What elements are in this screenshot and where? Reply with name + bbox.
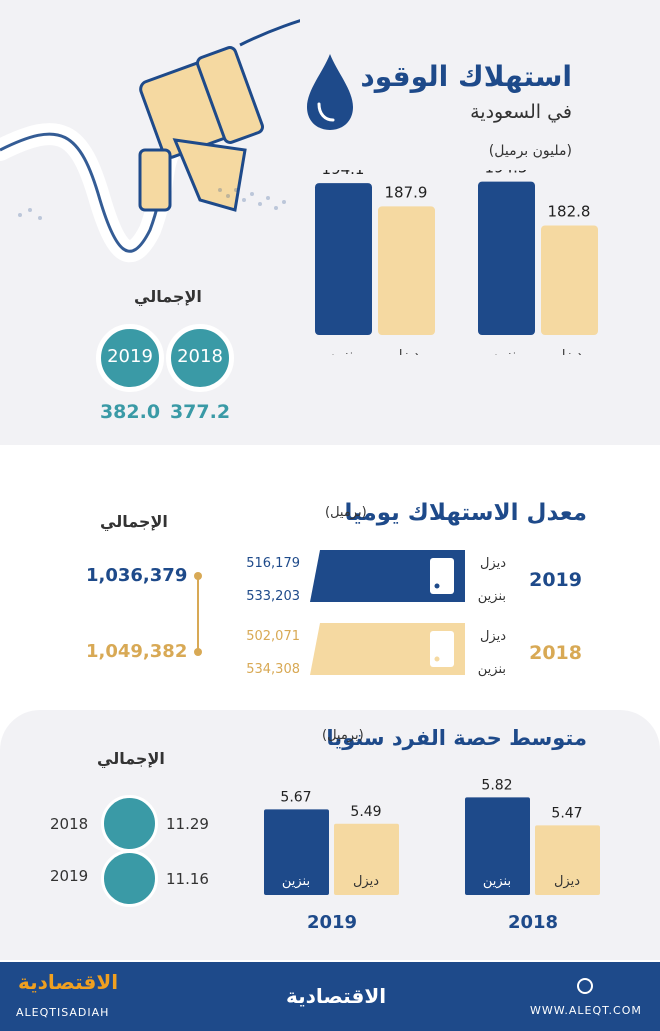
data-label-2018-gasoline: 194.5 bbox=[485, 170, 528, 177]
bar-label-2018-diesel: ديزل bbox=[556, 348, 582, 355]
section3-unit: (برميل) bbox=[322, 728, 364, 743]
data-label-2018-diesel: 182.8 bbox=[548, 203, 591, 221]
pc-data-label-2019-gasoline: 5.67 bbox=[280, 789, 311, 805]
bar-label-2019-diesel: ديزل bbox=[393, 348, 419, 355]
barrel-drop-icon-2018 bbox=[434, 656, 440, 662]
pc-bar-2019-gasoline bbox=[264, 809, 329, 895]
daily-diesel-label-2019: ديزل bbox=[480, 556, 506, 571]
section1-unit: (مليون برميل) bbox=[488, 143, 572, 159]
data-label-2019-gasoline: 194.1 bbox=[322, 170, 365, 178]
daily-gasoline-value-2018: 534,308 bbox=[246, 662, 300, 677]
section2-title: معدل الاستهلاك يوميا bbox=[344, 500, 587, 526]
total-year-2019: 2019 bbox=[107, 346, 153, 367]
daily-bar-2018 bbox=[310, 623, 465, 675]
percapita-year-2018: 2018 bbox=[50, 815, 89, 833]
percapita-circle-2019 bbox=[101, 850, 158, 907]
fuel-drop-icon bbox=[307, 54, 353, 130]
total-circle-2018 bbox=[166, 324, 234, 392]
daily-bar-2019 bbox=[310, 550, 465, 602]
section3-title: متوسط حصة الفرد سنويا bbox=[326, 726, 587, 750]
barrel-icon-2018 bbox=[430, 631, 454, 667]
fuel-nozzle-illustration bbox=[0, 19, 300, 263]
pc-data-label-2019-diesel: 5.49 bbox=[350, 804, 381, 820]
section1-total-label: الإجمالي bbox=[134, 287, 202, 306]
total-value-2018: 377.2 bbox=[169, 401, 231, 423]
pc-bar-2019-diesel bbox=[334, 823, 399, 895]
percapita-year-2019: 2019 bbox=[50, 867, 89, 885]
per-capita-chart: 5.82 بنزين 5.47 ديزل 2018 5.67 بنزين 5.49 ديزل 20… bbox=[264, 777, 600, 933]
section1-title: استهلاك الوقود bbox=[360, 60, 572, 93]
pc-data-label-2018-gasoline: 5.82 bbox=[481, 777, 512, 793]
bar-label-2019-gasoline: بنزين bbox=[329, 348, 357, 355]
section1-subtitle: في السعودية bbox=[470, 101, 572, 123]
pc-bar-label-2018-diesel: ديزل bbox=[554, 874, 580, 889]
fuel-consumption-chart: 194.5بنزين182.8ديزل2018194.1بنزين187.9دي… bbox=[315, 170, 598, 355]
total-year-2018: 2018 bbox=[177, 346, 223, 367]
total-connector bbox=[194, 572, 202, 656]
daily-year-2019: 2019 bbox=[529, 569, 582, 591]
bar-2019-diesel bbox=[378, 206, 435, 335]
footer-handle: ALEQTISADIAH bbox=[16, 1006, 110, 1019]
percapita-total-2019: 11.16 bbox=[166, 870, 209, 888]
pc-year-label-2019: 2019 bbox=[307, 912, 357, 933]
pc-bar-label-2018-gasoline: بنزين bbox=[483, 874, 511, 889]
daily-diesel-value-2018: 502,071 bbox=[246, 629, 300, 644]
footer: الاقتصادية ALEQTISADIAH الاقتصادية WWW.A… bbox=[0, 962, 660, 1031]
percapita-circle-2018 bbox=[101, 795, 158, 852]
pc-bar-label-2019-diesel: ديزل bbox=[353, 874, 379, 889]
data-label-2019-diesel: 187.9 bbox=[385, 183, 428, 201]
pc-bar-2018-gasoline bbox=[465, 797, 530, 895]
section2-total-label: الإجمالي bbox=[100, 512, 168, 531]
bar-2019-gasoline bbox=[315, 183, 372, 335]
daily-year-2018: 2018 bbox=[529, 642, 582, 664]
barrel-drop-icon-2019 bbox=[434, 583, 440, 589]
globe-icon bbox=[577, 978, 593, 994]
fuel-consumption-panel: استهلاك الوقود في السعودية (مليون برميل)… bbox=[0, 0, 660, 445]
total-value-2019: 382.0 bbox=[99, 401, 161, 423]
daily-consumption-chart: 516,179 533,203 ديزل بنزين 2019 502,071 534,30… bbox=[246, 550, 582, 677]
section3-total-label: الإجمالي bbox=[97, 749, 165, 768]
bar-2018-diesel bbox=[541, 225, 598, 335]
daily-gasoline-label-2019: بنزين bbox=[478, 589, 506, 604]
daily-gasoline-label-2018: بنزين bbox=[478, 662, 506, 677]
daily-total-2019: 1,036,379 bbox=[86, 565, 188, 586]
daily-diesel-label-2018: ديزل bbox=[480, 629, 506, 644]
pc-year-label-2018: 2018 bbox=[508, 912, 558, 933]
footer-brand-left: الاقتصادية bbox=[18, 970, 119, 994]
pc-data-label-2018-diesel: 5.47 bbox=[551, 805, 582, 821]
section2-unit: (برميل) bbox=[325, 505, 367, 520]
barrel-icon-2019 bbox=[430, 558, 454, 594]
bar-label-2018-gasoline: بنزين bbox=[492, 348, 520, 355]
pc-bar-label-2019-gasoline: بنزين bbox=[282, 874, 310, 889]
daily-diesel-value-2019: 516,179 bbox=[246, 556, 300, 571]
total-circle-2019 bbox=[96, 324, 164, 392]
daily-total-2018: 1,049,382 bbox=[86, 641, 188, 662]
daily-gasoline-value-2019: 533,203 bbox=[246, 589, 300, 604]
pc-bar-2018-diesel bbox=[535, 825, 600, 895]
bar-2018-gasoline bbox=[478, 181, 535, 335]
footer-brand-center: الاقتصادية bbox=[286, 984, 387, 1008]
footer-site: WWW.ALEQT.COM bbox=[530, 1004, 642, 1017]
percapita-total-2018: 11.29 bbox=[166, 815, 209, 833]
